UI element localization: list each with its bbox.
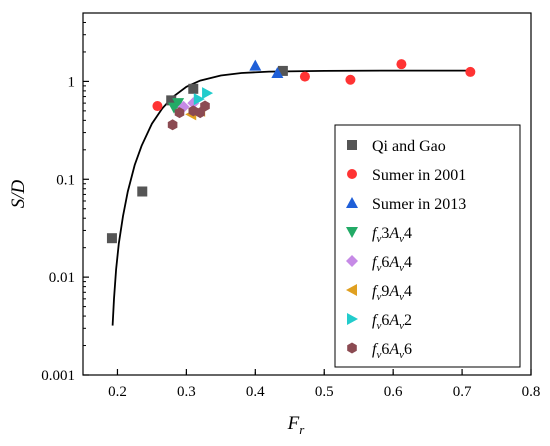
- legend-item-fv3av4: fv3Av4: [346, 225, 412, 245]
- legend-marker: [346, 284, 357, 296]
- y-tick-label: 0.001: [41, 368, 75, 384]
- x-tick-label: 0.7: [453, 384, 472, 400]
- legend-marker: [346, 197, 358, 208]
- x-axis-label: Fr: [287, 413, 306, 437]
- data-point: [106, 233, 117, 244]
- data-point: [188, 83, 199, 94]
- data-point: [345, 74, 356, 85]
- legend: Qi and Gao Sumer in 2001 Sumer in 2013 f…: [334, 124, 521, 368]
- x-tick-label: 0.8: [522, 384, 541, 400]
- legend-label: fv9Av4: [372, 283, 412, 303]
- fit-curve: [111, 69, 471, 326]
- y-tick-label: 0.01: [49, 270, 75, 286]
- legend-label: Sumer in 2013: [372, 196, 466, 213]
- series-3: [167, 98, 185, 114]
- legend-marker: [347, 313, 358, 325]
- series-1: [152, 59, 476, 112]
- tick-labels: 0.2 0.3 0.4 0.5 0.6 0.7 0.8 0.001 0.01 0.1 1: [41, 74, 540, 400]
- legend-marker-shape: [346, 197, 358, 208]
- legend-marker: [346, 255, 358, 267]
- x-axis-label-main: F: [287, 413, 300, 434]
- data-point: [193, 93, 205, 106]
- series-2: [249, 59, 284, 78]
- data-point: [277, 65, 288, 76]
- y-tick-label: 1: [68, 74, 76, 90]
- legend-item-fv6av6: fv6Av6: [347, 341, 412, 361]
- legend-marker: [347, 342, 357, 354]
- legend-box: [334, 124, 521, 368]
- series-7: [167, 100, 210, 131]
- data-point: [299, 71, 310, 82]
- data-point: [172, 98, 185, 110]
- legend-item-fv6av4: fv6Av4: [346, 254, 412, 274]
- y-axis-label: S/D: [8, 179, 29, 208]
- series-0: [106, 65, 288, 244]
- data-point: [249, 59, 262, 71]
- legend-marker: [347, 169, 357, 179]
- legend-marker: [346, 227, 358, 238]
- legend-label: Sumer in 2001: [372, 167, 466, 184]
- legend-item-sumer-2001: Sumer in 2001: [347, 167, 466, 184]
- legend-label: fv6Av4: [372, 254, 412, 274]
- legend-label: fv3Av4: [372, 225, 412, 245]
- legend-marker-shape: [347, 313, 358, 325]
- legend-item-fv9av4: fv9Av4: [346, 283, 412, 303]
- legend-marker-shape: [346, 255, 358, 267]
- legend-label: Qi and Gao: [372, 138, 446, 155]
- y-tick-label: 0.1: [56, 172, 75, 188]
- data-point: [167, 119, 178, 131]
- legend-item-fv6av2: fv6Av2: [347, 312, 412, 332]
- x-tick-label: 0.4: [246, 384, 265, 400]
- legend-marker: [347, 140, 357, 150]
- legend-marker-shape: [347, 169, 357, 179]
- series-6: [193, 87, 214, 106]
- x-tick-label: 0.3: [177, 384, 196, 400]
- legend-marker-shape: [346, 284, 357, 296]
- legend-marker-shape: [346, 227, 358, 238]
- data-point: [465, 66, 476, 77]
- plot-frame: [82, 12, 532, 376]
- x-axis-label-sub: r: [299, 422, 305, 437]
- x-tick-label: 0.6: [384, 384, 403, 400]
- data-point: [152, 101, 163, 112]
- data-point: [137, 186, 148, 197]
- data-point: [202, 87, 214, 100]
- data-point: [396, 59, 407, 70]
- legend-item-qi-and-gao: Qi and Gao: [347, 138, 446, 155]
- x-tick-label: 0.5: [315, 384, 334, 400]
- data-point: [166, 95, 177, 106]
- x-tick-label: 0.2: [108, 384, 127, 400]
- legend-label: fv6Av2: [372, 312, 412, 332]
- data-points: [106, 59, 476, 244]
- legend-marker-shape: [347, 342, 357, 354]
- legend-marker-shape: [347, 140, 357, 150]
- data-point: [174, 107, 185, 119]
- legend-label: fv6Av6: [372, 341, 412, 361]
- data-point: [271, 66, 284, 78]
- data-point: [200, 100, 210, 112]
- legend-item-sumer-2013: Sumer in 2013: [346, 196, 466, 213]
